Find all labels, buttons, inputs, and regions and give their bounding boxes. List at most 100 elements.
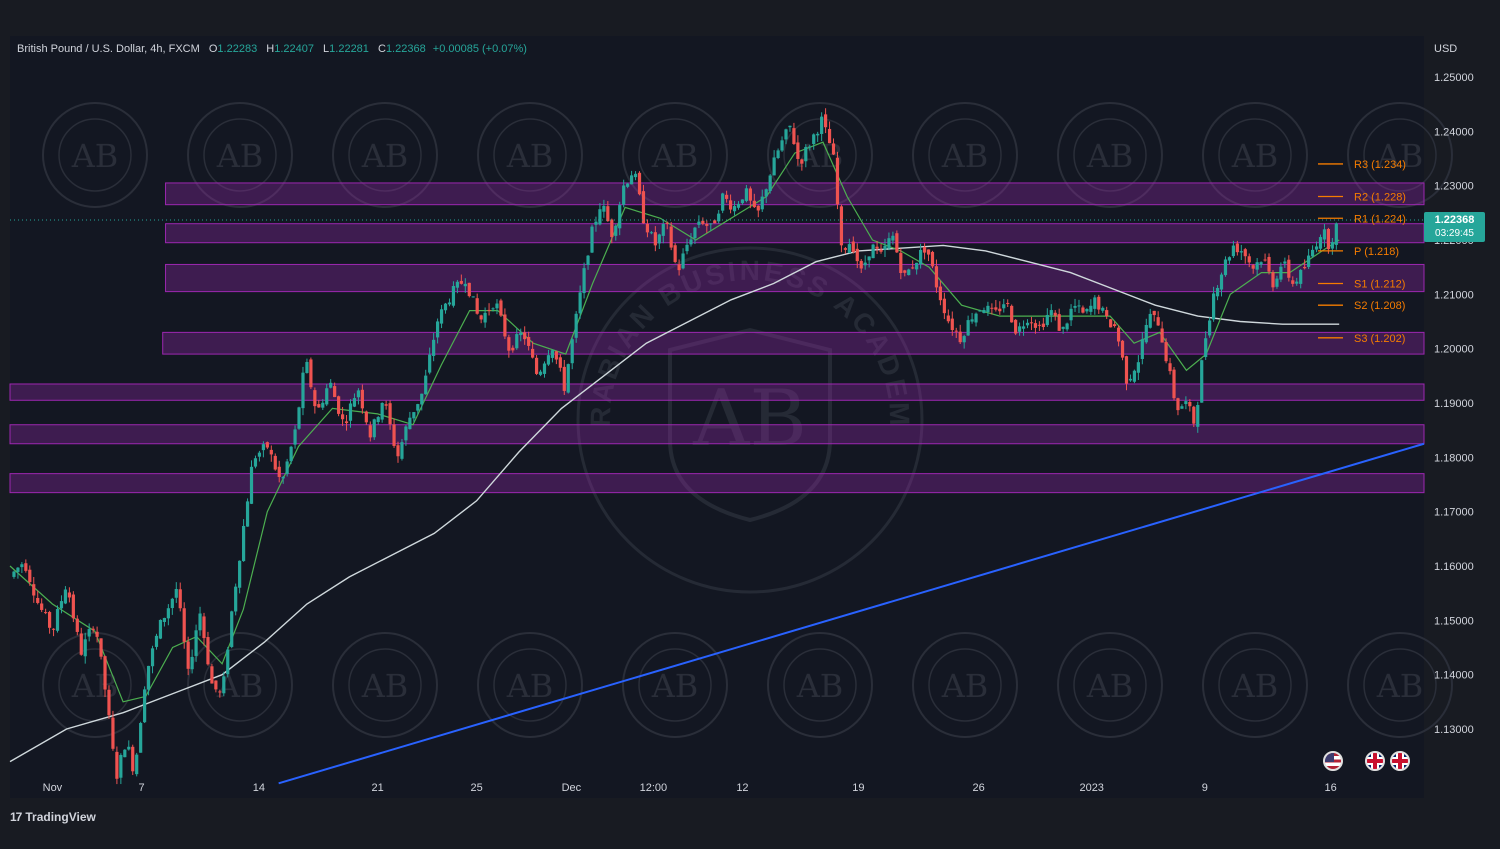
candle-body [1247,256,1251,263]
candle-body [376,417,380,423]
watermark-badge: AB [912,632,1018,738]
watermark-ring [42,102,148,208]
candle-body [1299,269,1303,284]
candle-body [24,563,28,571]
candle-body [55,609,60,631]
time-tick-label: 12:00 [640,782,668,794]
time-axis[interactable]: Nov 7 14 21 25 Dec 12:00 12 19 26 2023 9 16 [43,782,1337,794]
uk-flag-icon[interactable] [1390,751,1410,771]
pivot-layer: R3 (1.234) R2 (1.228) R1 (1.224) P (1.218) S… [1318,159,1406,345]
candle-body [994,307,998,310]
price-tick-label: 1.14000 [1434,670,1474,682]
watermark-inner-ring [1218,648,1292,722]
price-axis[interactable]: 1.13000 1.14000 1.15000 1.16000 1.17000 1.180… [1434,72,1474,736]
watermark-inner-ring [638,118,712,192]
candle-body [590,226,594,253]
watermark-initials: AB [941,667,989,705]
candle-body [281,476,285,479]
watermark-badge: AB [1347,632,1453,738]
candle-body [511,347,515,351]
candle-body [432,339,436,356]
candle-body [618,205,622,229]
candle-body [1287,259,1291,278]
watermark-inner-ring [348,118,422,192]
candle-body [455,281,459,288]
candle-body [146,665,151,690]
candle-body [847,244,851,254]
watermark-badge: AB [622,102,728,208]
candle-body [1176,398,1180,411]
candle-body [337,396,341,414]
candle-body [717,213,721,222]
support-resistance-zone [9,424,1425,445]
candle-body [614,225,618,236]
candle-body [546,355,551,365]
candle-body [368,425,372,438]
watermark-inner-ring [1363,648,1437,722]
candle-body [1029,322,1034,324]
candle-body [657,234,661,244]
candle-body [222,676,226,694]
price-tick-label: 1.16000 [1434,561,1474,573]
price-tick-label: 1.23000 [1434,181,1474,193]
watermark-badge: AB [42,102,148,208]
candle-body [245,501,250,527]
candle-body [115,751,119,779]
support-resistance-zone [9,383,1425,401]
candle-body [780,140,784,151]
watermark-badge: AB [1347,102,1453,208]
candle-body [907,269,911,276]
us-flag-icon[interactable] [1323,751,1343,771]
symbol-title[interactable]: British Pound / U.S. Dollar, 4h, FXCM [17,43,200,55]
price-tick-label: 1.15000 [1434,615,1474,627]
candle-body [1148,313,1152,328]
watermark-badge: AB [767,632,873,738]
low-value: 1.22281 [329,43,369,55]
candle-body [974,313,978,323]
candle-body [392,424,396,446]
candle-body [1037,324,1041,326]
candle-body [538,371,543,375]
price-tick-label: 1.19000 [1434,398,1474,410]
candle-body [1053,312,1057,316]
tradingview-brand[interactable]: 17 TradingView [10,810,96,824]
watermark-ring [1347,102,1453,208]
candle-body [812,134,816,145]
candle-body [40,603,44,610]
candle-body [661,223,665,236]
candle-body [653,232,657,246]
uk-flag-icon[interactable] [1365,751,1385,771]
candle-body [752,200,756,208]
candle-body [424,375,428,395]
candle-body [705,223,709,226]
candle-body [439,309,444,324]
currency-label[interactable]: USD [1434,43,1458,55]
candle-body [582,268,586,294]
candle-body [91,628,95,630]
watermark-ring [187,102,293,208]
candle-body [1152,310,1156,316]
watermark-inner-ring [493,118,567,192]
candle-body [839,206,844,246]
candle-body [669,226,673,248]
watermark-inner-ring [638,648,712,722]
candle-body [1180,406,1184,409]
candle-body [978,310,982,312]
candle-body [645,223,650,233]
candle-body [879,249,883,252]
open-label: O [208,43,218,55]
candle-body [471,296,475,298]
candle-body [333,386,337,398]
candle-body [1033,323,1038,328]
candle-body [459,280,463,284]
candle-body [629,175,634,185]
candle-body [67,592,71,598]
candle-body [107,689,111,716]
candle-body [32,584,36,596]
candle-body [709,223,713,225]
low-label: L [323,43,330,55]
candle-body [665,222,669,224]
candle-body [491,308,495,310]
watermark-ring [1057,102,1163,208]
